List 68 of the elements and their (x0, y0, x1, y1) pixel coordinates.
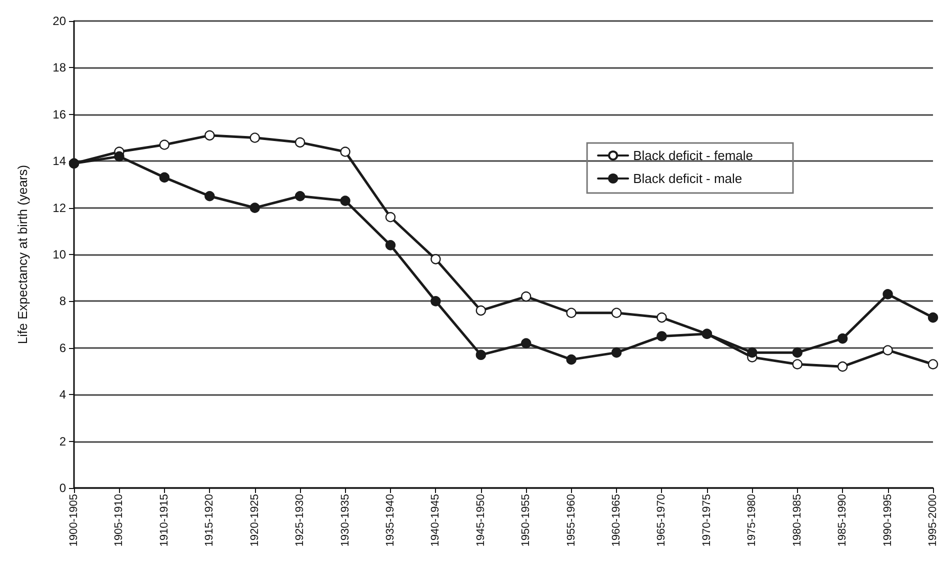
point (521, 291, 532, 302)
point (340, 146, 350, 157)
point (928, 312, 938, 323)
point (611, 347, 622, 358)
x-tick-label: 1935-1940 (384, 494, 396, 547)
point (114, 151, 124, 162)
point (882, 289, 893, 300)
y-tick-label: 20 (52, 14, 66, 28)
x-tick-label: 1990-1995 (882, 494, 894, 547)
y-tick-label: 14 (52, 154, 66, 168)
y-tick-label: 6 (59, 340, 66, 355)
x-tick-label: 1950-1955 (520, 494, 532, 547)
x-tick-label: 1965-1970 (656, 494, 668, 547)
point (928, 359, 938, 370)
x-tick-label: 1955-1960 (565, 494, 578, 547)
x-tick-label: 1930-1935 (339, 494, 352, 547)
x-tick-label: 1985-1990 (836, 494, 849, 547)
x-tick-label: 1995-2000 (927, 494, 939, 547)
point (837, 333, 848, 344)
point (250, 202, 260, 213)
x-tick-label: 1925-1930 (294, 494, 306, 547)
point (521, 338, 532, 348)
x-tick-label: 1900-1905 (68, 494, 80, 547)
point (159, 140, 170, 150)
point (476, 305, 486, 316)
point (747, 347, 758, 358)
point (656, 331, 667, 342)
y-axis-title: Life Expectancy at birth (years) (15, 164, 30, 344)
x-tick-label: 1910-1915 (158, 494, 170, 547)
y-tick-label: 10 (52, 248, 66, 262)
point (882, 345, 893, 356)
point (294, 191, 306, 202)
x-tick-label: 1940-1945 (430, 494, 442, 547)
y-tick-label: 12 (52, 200, 66, 215)
y-tick-label: 16 (52, 107, 66, 122)
point (611, 308, 622, 318)
y-tick-label: 4 (59, 388, 66, 402)
x-tick-label: 1970-1975 (700, 494, 713, 547)
y-tick-label: 18 (52, 60, 66, 75)
point (656, 312, 667, 323)
y-tick-label: 0 (59, 481, 66, 495)
point (294, 137, 306, 148)
x-tick-label: 1915-1920 (204, 494, 216, 547)
point (837, 361, 848, 372)
point (250, 132, 260, 143)
y-tick-label: 2 (59, 434, 66, 448)
point (385, 240, 396, 250)
x-tick-label: 1945-1950 (474, 494, 487, 547)
x-tick-label: 1960-1965 (610, 494, 623, 547)
point (566, 354, 576, 365)
point (204, 191, 215, 202)
point (385, 212, 396, 222)
point (159, 172, 170, 183)
point (204, 130, 215, 141)
point (430, 296, 441, 306)
legend-label: Black deficit - male (633, 171, 742, 186)
y-tick-label: 8 (59, 294, 66, 308)
x-tick-label: 1980-1985 (791, 494, 804, 547)
point (566, 308, 576, 318)
x-tick-label: 1920-1925 (248, 494, 261, 547)
point (792, 347, 802, 358)
legend-label: Black deficit - female (633, 148, 754, 163)
point (476, 350, 486, 360)
x-tick-label: 1975-1980 (746, 494, 758, 547)
point (340, 196, 350, 206)
point (430, 254, 441, 264)
point (792, 359, 802, 370)
x-tick-label: 1905-1910 (113, 494, 126, 547)
